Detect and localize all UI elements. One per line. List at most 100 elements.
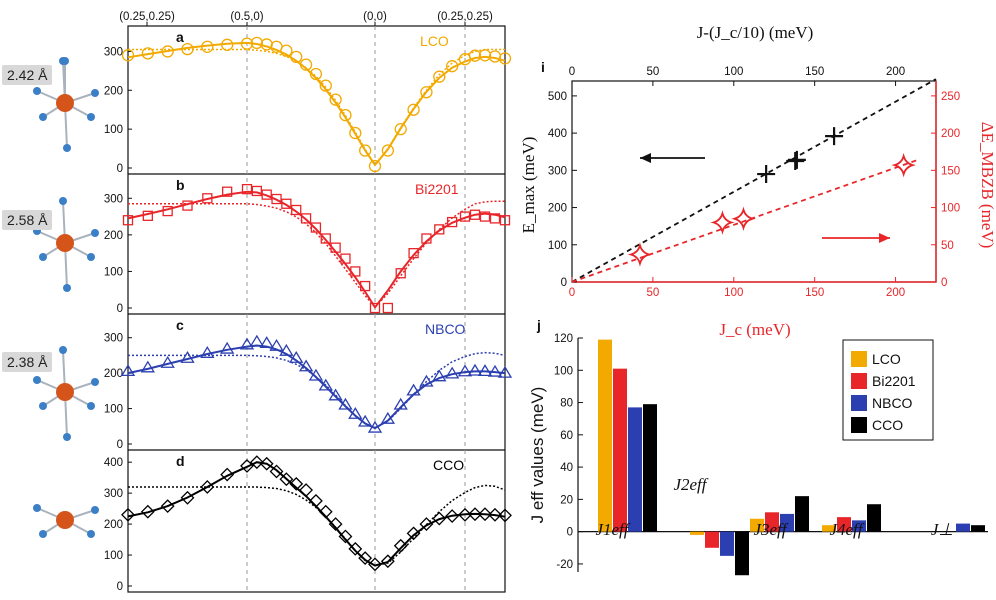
bar-lco — [750, 518, 764, 532]
data-point — [445, 60, 459, 73]
data-point — [162, 205, 173, 217]
oxygen-atom — [63, 284, 71, 292]
data-point — [269, 338, 284, 351]
data-point — [421, 233, 432, 244]
panel-i-ylabel: E_max (meV) — [519, 137, 538, 234]
legend-label: Bi2201 — [872, 373, 916, 389]
red-data-point — [891, 152, 916, 178]
data-point — [182, 200, 193, 211]
category-label: J2eff — [673, 475, 708, 494]
y-tick-label: 80 — [560, 398, 573, 410]
bar-bi2201 — [705, 531, 719, 548]
y-tick-label: 0 — [561, 277, 567, 289]
data-point — [488, 507, 502, 522]
legend: LCO Bi2201 NBCO CCO — [842, 339, 934, 441]
data-point — [298, 359, 314, 372]
panel-letter-c: c — [176, 317, 184, 333]
y-tick-label: 400 — [548, 128, 567, 140]
data-point — [240, 458, 254, 473]
y-tick-label: 0 — [117, 439, 123, 451]
y-tick-label: 40 — [560, 462, 573, 474]
dotted-fit-line — [128, 484, 506, 567]
panel-i-xlabel: J_c (meV) — [719, 320, 790, 339]
top-tick-label: 150 — [805, 66, 824, 78]
data-point — [318, 504, 333, 519]
right-tick-label: 250 — [941, 91, 960, 103]
molecule-column — [33, 57, 99, 538]
y-tick-label: 100 — [554, 365, 573, 377]
data-point — [367, 420, 383, 433]
panel-j-ylabel: J eff values (meV) — [528, 387, 547, 524]
bond-length-label: 2.38 Å — [2, 352, 53, 372]
legend-swatch — [851, 351, 867, 367]
data-point — [240, 37, 254, 50]
data-point — [161, 45, 174, 58]
bar-cco — [867, 504, 881, 532]
right-tick-label: 50 — [941, 240, 954, 252]
oxygen-atom — [87, 113, 95, 121]
data-point — [420, 86, 433, 99]
data-point — [369, 302, 381, 314]
bar-nbco — [628, 407, 642, 532]
data-point — [289, 350, 304, 363]
data-point — [381, 144, 395, 157]
red-data-point — [627, 242, 653, 267]
y-tick-label: -20 — [556, 559, 573, 571]
oxygen-atom — [63, 144, 71, 152]
data-point — [340, 253, 351, 264]
bar-nbco — [956, 523, 970, 532]
right-tick-label: 0 — [941, 277, 947, 289]
oxygen-atom — [59, 346, 67, 354]
data-point — [140, 504, 155, 519]
data-point — [393, 538, 408, 553]
data-point — [349, 126, 362, 140]
data-point — [380, 411, 396, 424]
black-data-point — [757, 165, 776, 184]
data-point — [368, 159, 382, 173]
bar-nbco — [852, 520, 866, 532]
top-tick-label: 50 — [646, 66, 659, 78]
solid-fit-line — [127, 190, 506, 310]
data-point — [380, 554, 395, 569]
black-data-point — [825, 127, 844, 146]
copper-atom — [56, 511, 74, 529]
series-label-lco: LCO — [420, 33, 449, 49]
data-point — [406, 383, 421, 396]
oxygen-atom — [39, 402, 47, 410]
right-tick-label: 150 — [941, 165, 960, 177]
y-tick-label: 500 — [548, 91, 567, 103]
data-point — [328, 388, 343, 401]
data-point — [395, 268, 406, 279]
data-point — [498, 508, 512, 523]
data-point — [320, 233, 331, 244]
data-point — [497, 365, 513, 378]
dispersion-xtick-label: (0,0) — [363, 11, 387, 23]
solid-fit-line — [127, 461, 506, 567]
category-label: J3eff — [753, 520, 788, 539]
data-point — [330, 242, 341, 253]
x-tick-label: 200 — [886, 287, 905, 299]
data-point — [120, 364, 136, 377]
y-tick-label: 200 — [104, 230, 123, 242]
right-tick-label: 200 — [941, 128, 960, 140]
bar-lco — [822, 525, 836, 532]
data-point — [348, 541, 363, 556]
top-tick-label: 100 — [724, 66, 743, 78]
panel-letter-b: b — [176, 177, 185, 193]
data-point — [419, 374, 434, 387]
category-label: J4eff — [829, 520, 864, 539]
data-point — [180, 490, 195, 505]
data-point — [260, 38, 273, 51]
bond-length-label: 2.42 Å — [2, 65, 53, 85]
oxygen-atom — [91, 229, 99, 237]
data-point — [338, 397, 353, 410]
panel-j-bars: j J eff values (meV) -20 0 20 40 60 80 100 120 J… — [528, 317, 988, 576]
data-point — [319, 79, 332, 92]
data-point — [469, 209, 481, 220]
y-tick-label: 0 — [567, 527, 573, 539]
data-point — [350, 266, 361, 277]
data-point — [458, 507, 472, 522]
data-point — [459, 211, 471, 222]
data-point — [358, 551, 373, 566]
